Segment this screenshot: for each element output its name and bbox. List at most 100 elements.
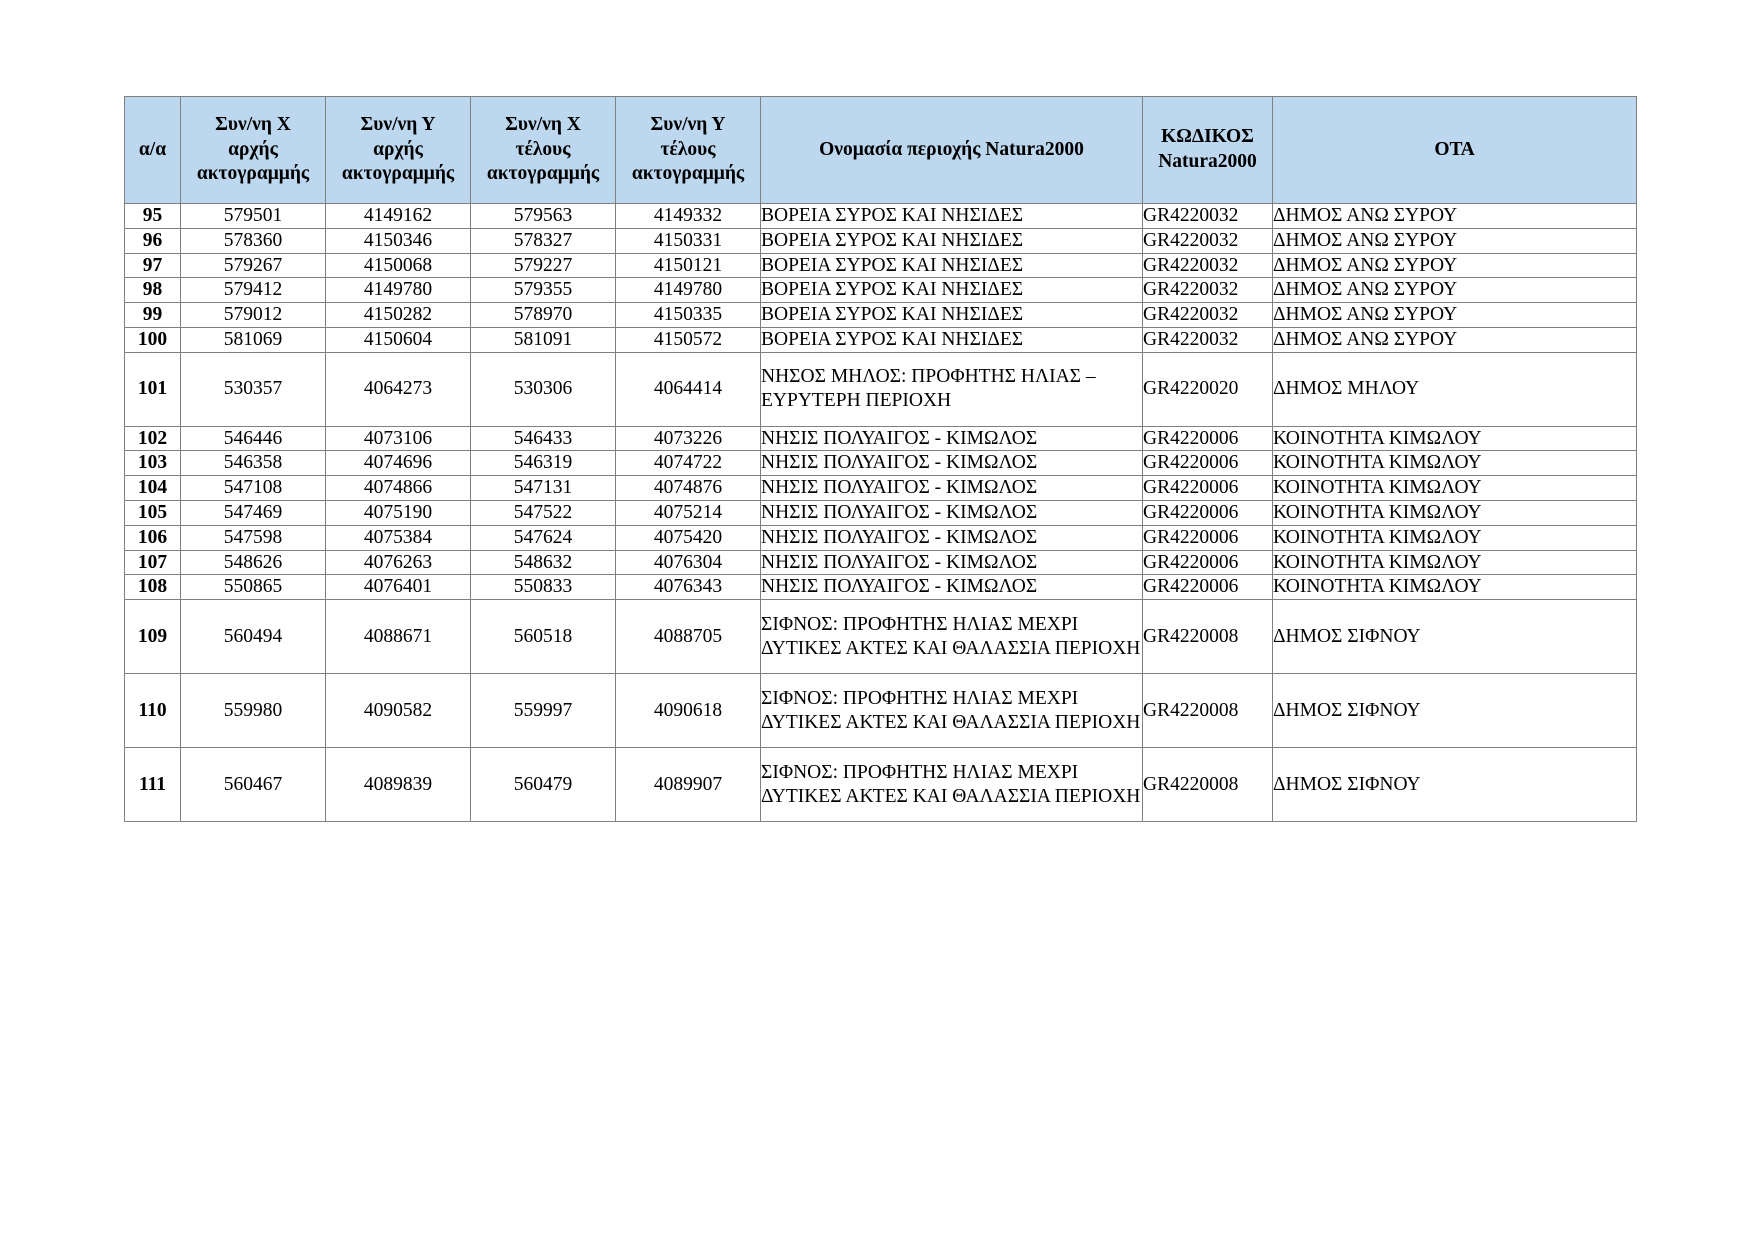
row-index-cell: 102	[124, 425, 181, 452]
x-end-cell: 547131	[470, 475, 616, 502]
y-end-cell: 4064414	[615, 351, 761, 427]
row-index-cell: 100	[124, 326, 181, 353]
natura-code-cell: GR4220020	[1142, 351, 1273, 427]
natura-code-cell: GR4220032	[1142, 227, 1273, 254]
column-header-x-end-line2: τέλους	[515, 138, 571, 160]
natura-code-cell: GR4220006	[1142, 500, 1273, 526]
area-name-cell: ΣΙΦΝΟΣ: ΠΡΟΦΗΤΗΣ ΗΛΙΑΣ ΜΕΧΡΙ ΔΥΤΙΚΕΣ ΑΚΤ…	[760, 673, 1143, 749]
row-index-cell: 103	[124, 450, 181, 477]
natura-code-cell: GR4220032	[1142, 277, 1273, 304]
natura-code-cell: GR4220032	[1142, 302, 1273, 328]
table-row: 100 581069 4150604 581091 4150572 ΒΟΡΕΙΑ ΣΥΡΟ…	[124, 326, 1637, 353]
ota-cell: ΔΗΜΟΣ ΑΝΩ ΣΥΡΟΥ	[1272, 252, 1637, 279]
ota-cell: ΚΟΙΝΟΤΗΤΑ ΚΙΜΩΛΟΥ	[1272, 425, 1637, 452]
ota-cell: ΚΟΙΝΟΤΗΤΑ ΚΙΜΩΛΟΥ	[1272, 500, 1637, 526]
y-start-cell: 4075190	[325, 500, 471, 526]
row-index-cell: 105	[124, 500, 181, 526]
x-start-cell: 548626	[180, 549, 326, 576]
area-name-cell: ΒΟΡΕΙΑ ΣΥΡΟΣ ΚΑΙ ΝΗΣΙΔΕΣ	[760, 302, 1143, 328]
y-end-cell: 4074722	[615, 450, 761, 477]
x-end-cell: 547624	[470, 524, 616, 551]
y-end-cell: 4089907	[615, 747, 761, 823]
x-start-cell: 559980	[180, 673, 326, 749]
x-end-cell: 578327	[470, 227, 616, 254]
column-header-y-start: Συν/νη Υ αρχής ακτογραμμής	[325, 96, 471, 204]
y-end-cell: 4090618	[615, 673, 761, 749]
y-start-cell: 4075384	[325, 524, 471, 551]
column-header-natura-code-line1: ΚΩΔΙΚΟΣ	[1161, 126, 1254, 148]
y-start-cell: 4090582	[325, 673, 471, 749]
column-header-x-start-line3: ακτογραμμής	[196, 163, 310, 185]
y-end-cell: 4075420	[615, 524, 761, 551]
x-end-cell: 546319	[470, 450, 616, 477]
y-end-cell: 4150335	[615, 302, 761, 328]
row-index-cell: 97	[124, 252, 181, 279]
x-end-cell: 578970	[470, 302, 616, 328]
table-row: 109 560494 4088671 560518 4088705 ΣΙΦΝΟΣ: ΠΡΟ…	[124, 599, 1637, 675]
natura-code-cell: GR4220008	[1142, 747, 1273, 823]
area-name-cell: ΝΗΣΙΣ ΠΟΛΥΑΙΓΟΣ - ΚΙΜΩΛΟΣ	[760, 475, 1143, 502]
natura-code-cell: GR4220008	[1142, 599, 1273, 675]
column-header-ota-label: ΟΤΑ	[1434, 138, 1475, 160]
table-row: 99 579012 4150282 578970 4150335 ΒΟΡΕΙΑ ΣΥΡΟΣ…	[124, 302, 1637, 328]
table-header-row: α/α Συν/νη Χ αρχής ακτογραμμής Συν/νη Υ …	[124, 96, 1637, 204]
column-header-ota: ΟΤΑ	[1272, 96, 1637, 204]
table-row: 102 546446 4073106 546433 4073226 ΝΗΣΙΣ ΠΟΛΥΑ…	[124, 425, 1637, 452]
column-header-aa: α/α	[124, 96, 181, 204]
x-start-cell: 560467	[180, 747, 326, 823]
area-name-cell: ΣΙΦΝΟΣ: ΠΡΟΦΗΤΗΣ ΗΛΙΑΣ ΜΕΧΡΙ ΔΥΤΙΚΕΣ ΑΚΤ…	[760, 747, 1143, 823]
column-header-area-name: Ονομασία περιοχής Natura2000	[760, 96, 1143, 204]
x-end-cell: 560518	[470, 599, 616, 675]
ota-cell: ΚΟΙΝΟΤΗΤΑ ΚΙΜΩΛΟΥ	[1272, 574, 1637, 601]
table-row: 107 548626 4076263 548632 4076304 ΝΗΣΙΣ ΠΟΛΥΑ…	[124, 549, 1637, 576]
ota-cell: ΔΗΜΟΣ ΣΙΦΝΟΥ	[1272, 673, 1637, 749]
area-name-cell: ΝΗΣΟΣ ΜΗΛΟΣ: ΠΡΟΦΗΤΗΣ ΗΛΙΑΣ – ΕΥΡΥΤΕΡΗ Π…	[760, 351, 1143, 427]
table-row: 103 546358 4074696 546319 4074722 ΝΗΣΙΣ ΠΟΛΥΑ…	[124, 450, 1637, 477]
y-start-cell: 4074696	[325, 450, 471, 477]
natura-code-cell: GR4220032	[1142, 203, 1273, 229]
column-header-x-end-line1: Συν/νη Χ	[505, 113, 581, 135]
row-index-cell: 104	[124, 475, 181, 502]
y-start-cell: 4150346	[325, 227, 471, 254]
y-start-cell: 4149780	[325, 277, 471, 304]
y-end-cell: 4075214	[615, 500, 761, 526]
table-row: 101 530357 4064273 530306 4064414 ΝΗΣΟΣ ΜΗΛΟΣ…	[124, 351, 1637, 427]
ota-cell: ΚΟΙΝΟΤΗΤΑ ΚΙΜΩΛΟΥ	[1272, 450, 1637, 477]
column-header-x-end-line3: ακτογραμμής	[486, 163, 600, 185]
x-end-cell: 560479	[470, 747, 616, 823]
column-header-y-end-line1: Συν/νη Υ	[650, 113, 726, 135]
table-header: α/α Συν/νη Χ αρχής ακτογραμμής Συν/νη Υ …	[124, 96, 1637, 204]
natura-code-cell: GR4220032	[1142, 326, 1273, 353]
area-name-cell: ΒΟΡΕΙΑ ΣΥΡΟΣ ΚΑΙ ΝΗΣΙΔΕΣ	[760, 326, 1143, 353]
natura-code-cell: GR4220006	[1142, 574, 1273, 601]
x-start-cell: 547108	[180, 475, 326, 502]
table-row: 97 579267 4150068 579227 4150121 ΒΟΡΕΙΑ ΣΥΡΟΣ…	[124, 252, 1637, 279]
column-header-aa-label: α/α	[138, 138, 167, 160]
column-header-x-start-line2: αρχής	[228, 138, 278, 160]
column-header-y-start-line1: Συν/νη Υ	[360, 113, 436, 135]
y-end-cell: 4150121	[615, 252, 761, 279]
x-end-cell: 581091	[470, 326, 616, 353]
row-index-cell: 99	[124, 302, 181, 328]
natura2000-coastline-table: α/α Συν/νη Χ αρχής ακτογραμμής Συν/νη Υ …	[124, 96, 1637, 823]
row-index-cell: 106	[124, 524, 181, 551]
row-index-cell: 107	[124, 549, 181, 576]
ota-cell: ΔΗΜΟΣ ΑΝΩ ΣΥΡΟΥ	[1272, 326, 1637, 353]
x-start-cell: 579012	[180, 302, 326, 328]
natura-code-cell: GR4220006	[1142, 549, 1273, 576]
x-end-cell: 579563	[470, 203, 616, 229]
y-end-cell: 4074876	[615, 475, 761, 502]
area-name-cell: ΒΟΡΕΙΑ ΣΥΡΟΣ ΚΑΙ ΝΗΣΙΔΕΣ	[760, 227, 1143, 254]
natura-code-cell: GR4220006	[1142, 475, 1273, 502]
table-row: 98 579412 4149780 579355 4149780 ΒΟΡΕΙΑ ΣΥΡΟΣ…	[124, 277, 1637, 304]
x-end-cell: 548632	[470, 549, 616, 576]
x-end-cell: 559997	[470, 673, 616, 749]
x-end-cell: 530306	[470, 351, 616, 427]
row-index-cell: 96	[124, 227, 181, 254]
ota-cell: ΔΗΜΟΣ ΜΗΛΟΥ	[1272, 351, 1637, 427]
table-row: 106 547598 4075384 547624 4075420 ΝΗΣΙΣ ΠΟΛΥΑ…	[124, 524, 1637, 551]
area-name-cell: ΒΟΡΕΙΑ ΣΥΡΟΣ ΚΑΙ ΝΗΣΙΔΕΣ	[760, 252, 1143, 279]
column-header-x-start-line1: Συν/νη Χ	[215, 113, 291, 135]
area-name-cell: ΝΗΣΙΣ ΠΟΛΥΑΙΓΟΣ - ΚΙΜΩΛΟΣ	[760, 549, 1143, 576]
